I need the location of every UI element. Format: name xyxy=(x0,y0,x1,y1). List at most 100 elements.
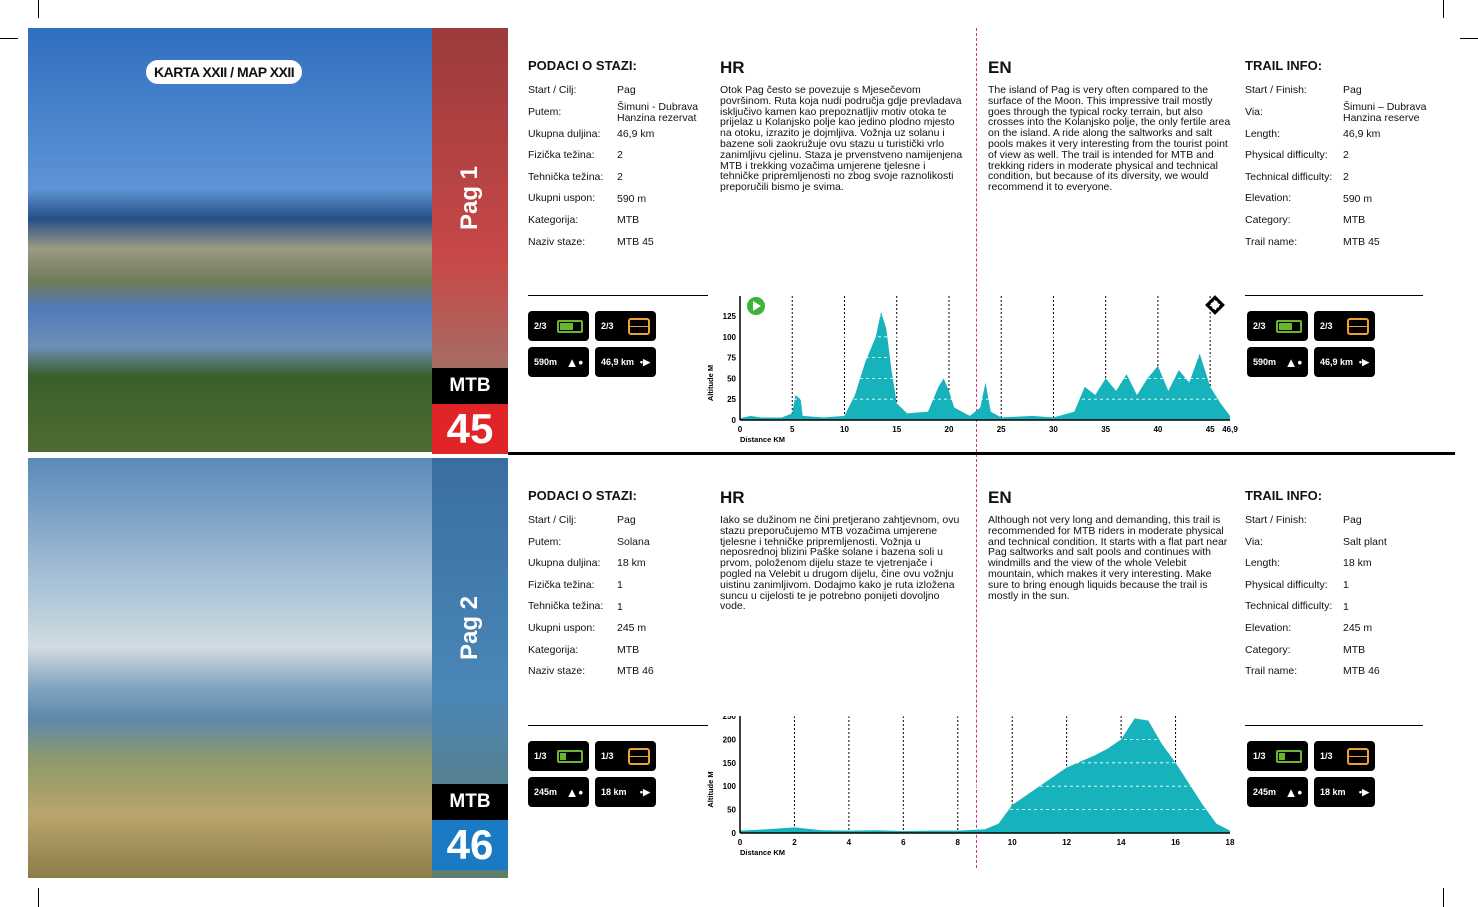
info-row: Category: MTB xyxy=(1245,210,1443,232)
info-value: 1 xyxy=(1343,579,1349,592)
play-icon xyxy=(753,301,761,311)
en-description: The island of Pag is very often compared… xyxy=(988,84,1231,194)
info-value: 2 xyxy=(1343,171,1349,184)
info-key: Ukupni uspon: xyxy=(528,192,596,205)
mountain-icon: ▲• xyxy=(565,354,583,370)
info-row: Via: Salt plant xyxy=(1245,532,1443,554)
info-row: Physical difficulty: 2 xyxy=(1245,145,1443,167)
elevation-profile-chart: 0 25 50 75 100 125 0 5 10 15 20 25 30 35 40 45 46,9 Dista… xyxy=(706,295,1238,444)
info-row: Putem: Šimuni - Dubrava Hanzina rezervat xyxy=(528,100,717,124)
map-label: KARTA XXII / MAP XXII xyxy=(146,60,303,84)
info-key: Category: xyxy=(1245,643,1291,656)
y-tick-label: 250 xyxy=(723,716,737,721)
physical-difficulty-badge: 1/3 xyxy=(1247,741,1308,771)
play-arrow-icon: •▶ xyxy=(1358,786,1369,797)
x-tick-label: 0 xyxy=(738,838,743,847)
x-tick-label: 10 xyxy=(840,425,849,434)
info-value: Šimuni - Dubrava Hanzina rezervat xyxy=(617,100,699,124)
info-key: Technical difficulty: xyxy=(1245,600,1333,613)
length-badge: 18 km •▶ xyxy=(1314,777,1375,807)
info-row: Ukupni uspon: 245 m xyxy=(528,618,717,640)
info-value: 1 xyxy=(617,579,623,592)
info-key: Start / Cilj: xyxy=(528,84,577,96)
y-tick-label: 50 xyxy=(727,374,736,383)
info-value: Pag xyxy=(1343,514,1362,527)
badge-text: 245m xyxy=(1253,787,1277,797)
info-key: Start / Finish: xyxy=(1245,514,1307,526)
info-row: Ukupna duljina: 18 km xyxy=(528,553,717,575)
info-value: MTB xyxy=(617,214,640,227)
info-value: 18 km xyxy=(1343,557,1372,570)
info-row: Start / Cilj: Pag xyxy=(528,510,717,532)
info-key: Length: xyxy=(1245,557,1281,570)
y-tick-label: 100 xyxy=(723,333,737,342)
info-value: MTB 45 xyxy=(1343,235,1380,248)
info-key: Via: xyxy=(1245,105,1263,118)
x-axis-label: Distance KM xyxy=(740,435,785,444)
physical-difficulty-badge: 1/3 xyxy=(528,741,589,771)
crop-mark xyxy=(1460,38,1478,39)
y-axis-label: Altitude M xyxy=(706,771,715,807)
info-value: Salt plant xyxy=(1343,535,1387,548)
battery-icon xyxy=(1276,749,1302,763)
y-tick-label: 25 xyxy=(727,395,736,404)
hr-title: HR xyxy=(720,58,745,77)
info-row: Trail name: MTB 45 xyxy=(1245,232,1443,254)
info-key: Physical difficulty: xyxy=(1245,149,1328,162)
crop-mark xyxy=(0,38,18,39)
route-type: MTB xyxy=(432,784,508,820)
mountain-icon: ▲• xyxy=(1284,354,1302,370)
info-row: Tehnička težina: 1 xyxy=(528,596,717,618)
info-row: Tehnička težina: 2 xyxy=(528,167,717,189)
terrain-icon xyxy=(628,747,650,765)
badge-text: 18 km xyxy=(1320,787,1346,797)
en-title: EN xyxy=(988,58,1012,77)
en-info-title: TRAIL INFO: xyxy=(1245,58,1323,73)
info-value: Šimuni – Dubrava Hanzina reserve xyxy=(1343,100,1427,124)
y-tick-label: 200 xyxy=(723,735,737,744)
finish-checker-icon xyxy=(1208,298,1222,312)
info-value: MTB xyxy=(1343,643,1366,656)
length-badge: 18 km •▶ xyxy=(595,777,656,807)
x-tick-label: 10 xyxy=(1008,838,1017,847)
info-value: MTB xyxy=(617,643,640,656)
technical-difficulty-badge: 2/3 xyxy=(595,311,656,341)
play-arrow-icon: •▶ xyxy=(1358,356,1369,367)
info-value: 590 m xyxy=(617,192,647,205)
info-value: Pag xyxy=(1343,84,1362,97)
info-value: 2 xyxy=(617,149,623,162)
en_info-table: Start / Finish: Pag Via: Salt plant Length: 1… xyxy=(1245,510,1443,683)
info-value: MTB 46 xyxy=(617,665,654,678)
en-title: EN xyxy=(988,488,1012,507)
info-row: Technical difficulty: 2 xyxy=(1245,167,1443,189)
info-value: 2 xyxy=(617,171,623,184)
terrain-icon xyxy=(1347,317,1369,335)
terrain-icon xyxy=(628,317,650,335)
x-tick-label: 8 xyxy=(956,838,961,847)
info-key: Elevation: xyxy=(1245,621,1292,634)
badge-text: 1/3 xyxy=(1320,751,1333,761)
elevation-area xyxy=(740,311,1230,420)
info-row: Elevation: 590 m xyxy=(1245,188,1443,210)
info-key: Putem: xyxy=(528,105,562,118)
info-row: Physical difficulty: 1 xyxy=(1245,575,1443,597)
info-key: Physical difficulty: xyxy=(1245,578,1328,591)
info-row: Start / Finish: Pag xyxy=(1245,80,1443,102)
battery-icon xyxy=(557,319,583,333)
info-value: MTB 45 xyxy=(617,235,654,248)
info-key: Trail name: xyxy=(1245,665,1298,678)
info-key: Elevation: xyxy=(1245,192,1292,205)
x-tick-label: 35 xyxy=(1101,425,1110,434)
route-number: 46 xyxy=(432,820,508,870)
pag-label: Pag 1 xyxy=(456,165,483,231)
crop-mark xyxy=(38,888,39,907)
hr-info-title: PODACI O STAZI: xyxy=(528,58,637,73)
info-row: Length: 46,9 km xyxy=(1245,124,1443,146)
info-row: Via: Šimuni – Dubrava Hanzina reserve xyxy=(1245,100,1443,124)
info-key: Tehnička težina: xyxy=(528,170,604,183)
route-photo xyxy=(28,28,432,452)
route-photo xyxy=(28,458,432,878)
crop-mark xyxy=(1443,888,1444,907)
pag-label: Pag 2 xyxy=(456,595,483,661)
technical-difficulty-badge: 2/3 xyxy=(1314,311,1375,341)
